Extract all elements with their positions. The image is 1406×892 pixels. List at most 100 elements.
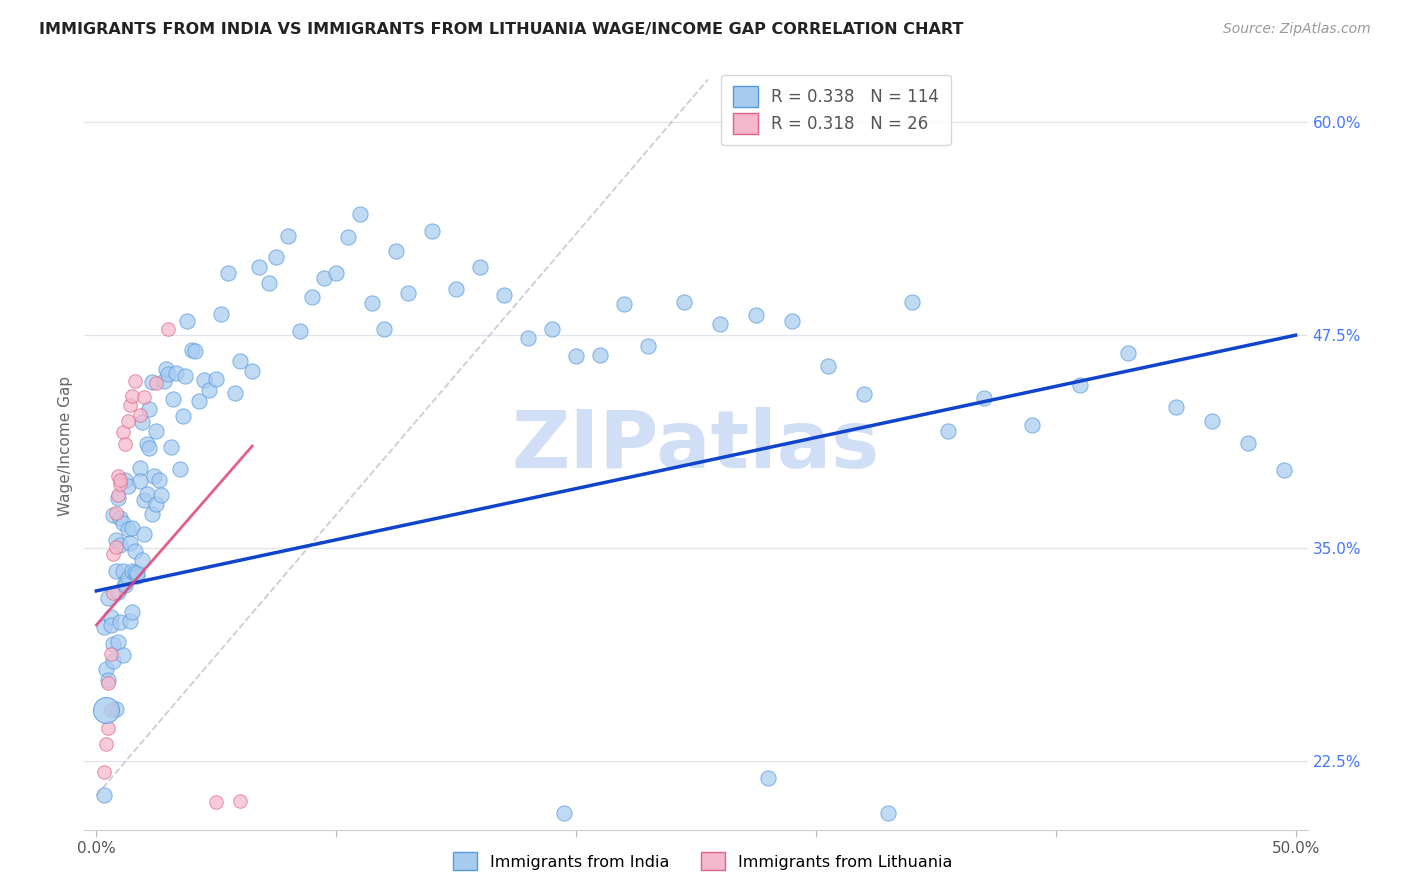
Point <box>613 296 636 310</box>
Point <box>135 487 157 501</box>
Point <box>205 795 228 809</box>
Point <box>876 805 898 820</box>
Point <box>100 703 122 717</box>
Point <box>128 475 150 489</box>
Point <box>93 789 115 803</box>
Point <box>138 401 160 416</box>
Point <box>155 362 177 376</box>
Point <box>541 321 564 335</box>
Point <box>127 566 149 580</box>
Point <box>110 538 132 552</box>
Point <box>94 703 117 717</box>
Point <box>145 497 167 511</box>
Point <box>396 286 419 301</box>
Point <box>420 224 443 238</box>
Point <box>104 564 127 578</box>
Point <box>169 462 191 476</box>
Point <box>135 437 157 451</box>
Point <box>107 634 129 648</box>
Point <box>93 620 115 634</box>
Point <box>494 288 516 302</box>
Point <box>756 772 779 786</box>
Point <box>101 585 124 599</box>
Point <box>117 522 139 536</box>
Point <box>240 364 263 378</box>
Point <box>637 339 659 353</box>
Point <box>142 469 165 483</box>
Point <box>145 376 167 390</box>
Point <box>138 441 160 455</box>
Point <box>111 516 134 530</box>
Point <box>100 610 122 624</box>
Text: Source: ZipAtlas.com: Source: ZipAtlas.com <box>1223 22 1371 37</box>
Point <box>124 565 146 579</box>
Point <box>101 547 124 561</box>
Point <box>224 385 246 400</box>
Point <box>672 294 695 309</box>
Point <box>1201 414 1223 428</box>
Legend: Immigrants from India, Immigrants from Lithuania: Immigrants from India, Immigrants from L… <box>447 846 959 877</box>
Point <box>114 578 136 592</box>
Point <box>517 331 540 345</box>
Point <box>373 322 395 336</box>
Point <box>198 383 221 397</box>
Point <box>134 527 156 541</box>
Point <box>114 576 136 591</box>
Point <box>1236 436 1258 450</box>
Point <box>97 673 120 688</box>
Point <box>118 614 141 628</box>
Point <box>172 409 194 423</box>
Point <box>114 437 136 451</box>
Point <box>150 488 173 502</box>
Point <box>110 473 132 487</box>
Text: ZIPatlas: ZIPatlas <box>512 407 880 485</box>
Point <box>193 374 215 388</box>
Point <box>124 374 146 388</box>
Point <box>174 368 197 383</box>
Point <box>134 391 156 405</box>
Legend: R = 0.338   N = 114, R = 0.318   N = 26: R = 0.338 N = 114, R = 0.318 N = 26 <box>721 75 950 145</box>
Point <box>94 662 117 676</box>
Point <box>229 794 252 808</box>
Point <box>325 266 347 280</box>
Point <box>97 591 120 605</box>
Point <box>128 408 150 422</box>
Point <box>101 508 124 523</box>
Point <box>104 533 127 548</box>
Point <box>145 424 167 438</box>
Point <box>183 343 205 358</box>
Point <box>277 228 299 243</box>
Point <box>314 270 336 285</box>
Point <box>114 473 136 487</box>
Point <box>101 654 124 668</box>
Point <box>104 702 127 716</box>
Point <box>107 469 129 483</box>
Point <box>973 391 995 405</box>
Point <box>111 648 134 662</box>
Point <box>349 207 371 221</box>
Point <box>134 492 156 507</box>
Point <box>290 324 312 338</box>
Point <box>131 415 153 429</box>
Point <box>121 564 143 578</box>
Point <box>159 440 181 454</box>
Point <box>165 366 187 380</box>
Point <box>100 647 122 661</box>
Point <box>107 488 129 502</box>
Point <box>301 290 323 304</box>
Point <box>176 314 198 328</box>
Point <box>188 393 211 408</box>
Point <box>127 569 149 583</box>
Point <box>157 322 180 336</box>
Point <box>780 314 803 328</box>
Point <box>1021 417 1043 432</box>
Point <box>110 615 132 630</box>
Point <box>264 250 287 264</box>
Point <box>181 343 204 357</box>
Text: IMMIGRANTS FROM INDIA VS IMMIGRANTS FROM LITHUANIA WAGE/INCOME GAP CORRELATION C: IMMIGRANTS FROM INDIA VS IMMIGRANTS FROM… <box>39 22 963 37</box>
Point <box>385 244 408 259</box>
Point <box>110 510 132 524</box>
Point <box>107 584 129 599</box>
Point <box>141 375 163 389</box>
Point <box>93 764 115 779</box>
